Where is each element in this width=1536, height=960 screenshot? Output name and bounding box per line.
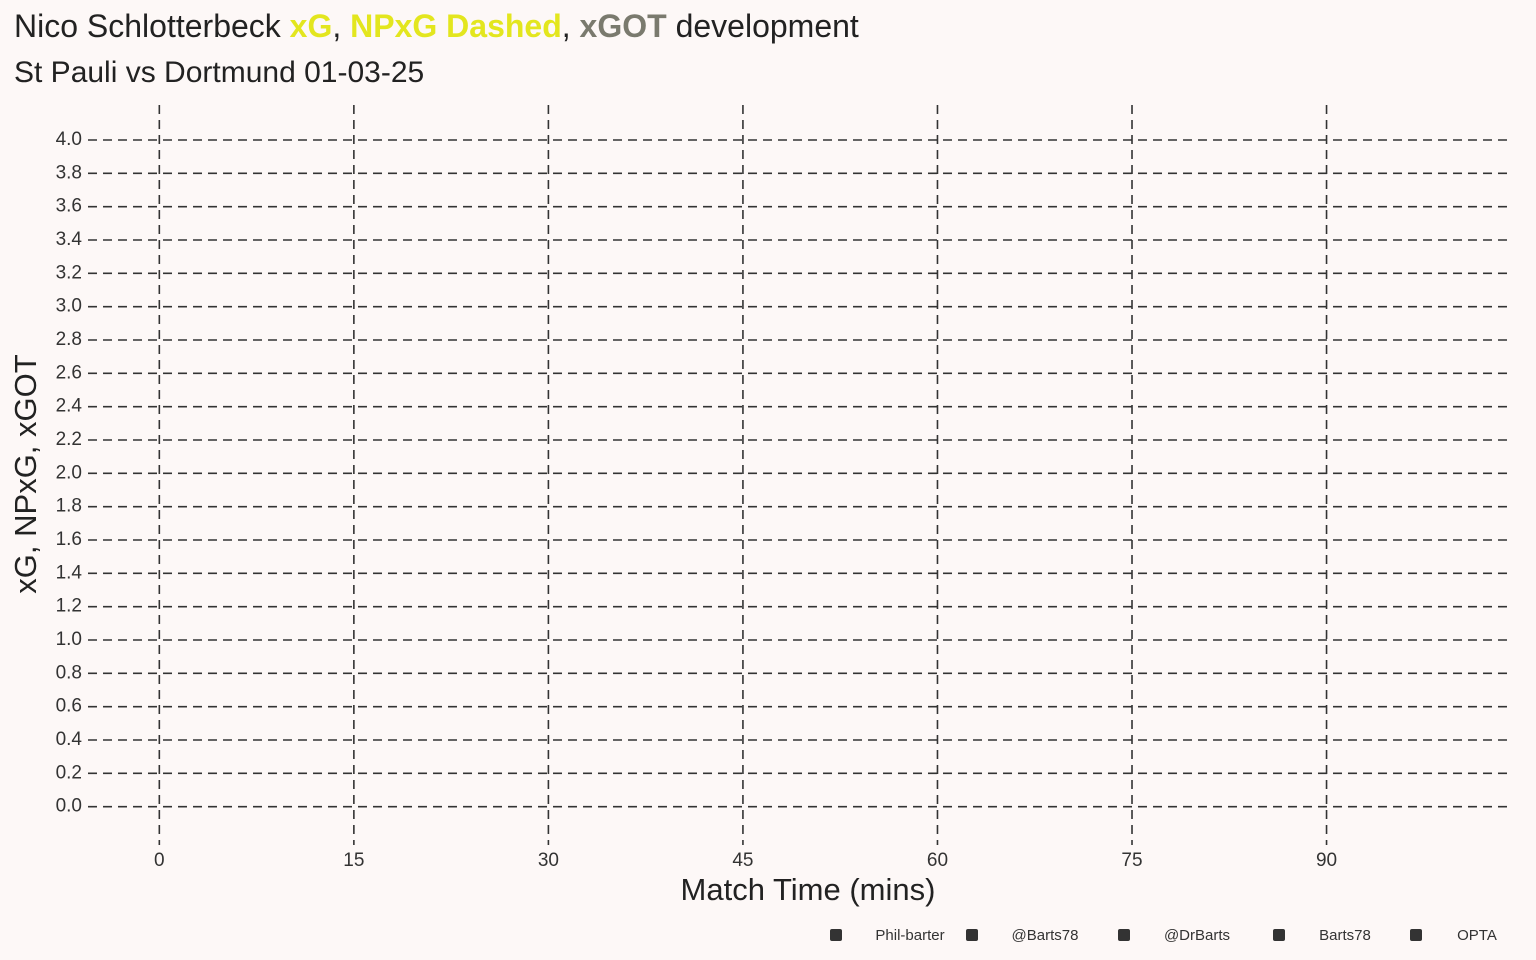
x-tick-label: 60 bbox=[927, 850, 948, 871]
title-part: xGOT bbox=[580, 8, 668, 44]
credit-text: Phil-barter bbox=[875, 927, 944, 944]
credit-icon bbox=[966, 929, 978, 941]
credit-icon bbox=[1410, 929, 1422, 941]
x-axis-label: Match Time (mins) bbox=[681, 872, 936, 907]
chart-title: Nico Schlotterbeck xG, NPxG Dashed, xGOT… bbox=[14, 8, 859, 44]
y-tick-label: 2.2 bbox=[56, 429, 82, 450]
credit-text: @Barts78 bbox=[1012, 927, 1079, 944]
y-tick-label: 2.8 bbox=[56, 329, 82, 350]
title-part: Nico Schlotterbeck bbox=[14, 8, 290, 44]
title-part: development bbox=[667, 8, 859, 44]
chart-subtitle: St Pauli vs Dortmund 01-03-25 bbox=[14, 56, 424, 89]
y-tick-label: 0.8 bbox=[56, 662, 82, 683]
y-tick-label: 1.2 bbox=[56, 596, 82, 617]
y-tick-label: 3.6 bbox=[56, 196, 82, 217]
credit-icon bbox=[830, 929, 842, 941]
credit-icon bbox=[1273, 929, 1285, 941]
credit-text: @DrBarts bbox=[1164, 927, 1230, 944]
x-tick-label: 0 bbox=[154, 850, 165, 871]
y-tick-label: 3.2 bbox=[56, 262, 82, 283]
y-tick-label: 1.6 bbox=[56, 529, 82, 550]
y-tick-label: 2.4 bbox=[56, 396, 83, 417]
title-part: , bbox=[562, 8, 580, 44]
credits: Phil-barter @Barts78 @DrBarts Barts78 OPTA bbox=[830, 927, 1497, 944]
y-tick-label: 1.0 bbox=[56, 629, 82, 650]
y-tick-label: 0.6 bbox=[56, 696, 82, 717]
y-tick-label: 0.0 bbox=[56, 796, 82, 817]
y-tick-label: 3.8 bbox=[56, 162, 82, 183]
y-tick-label: 0.2 bbox=[56, 762, 82, 783]
x-tick-label: 75 bbox=[1121, 850, 1142, 871]
title-part: xG bbox=[290, 8, 333, 44]
x-tick-label: 90 bbox=[1316, 850, 1337, 871]
y-tick-label: 2.0 bbox=[56, 462, 82, 483]
y-tick-label: 1.8 bbox=[56, 496, 82, 517]
title-part: , bbox=[332, 8, 350, 44]
y-axis-label: xG, NPxG, xGOT bbox=[8, 354, 43, 593]
x-tick-label: 30 bbox=[538, 850, 559, 871]
y-tick-label: 2.6 bbox=[56, 362, 82, 383]
credit-text: Barts78 bbox=[1319, 927, 1371, 944]
y-tick-label: 3.0 bbox=[56, 296, 82, 317]
title-part: NPxG Dashed bbox=[350, 8, 562, 44]
x-tick-label: 15 bbox=[343, 850, 364, 871]
y-tick-label: 3.4 bbox=[56, 229, 83, 250]
x-tick-label: 45 bbox=[732, 850, 753, 871]
credit-icon bbox=[1118, 929, 1130, 941]
y-tick-label: 1.4 bbox=[56, 562, 83, 583]
y-tick-label: 0.4 bbox=[56, 729, 83, 750]
credit-text: OPTA bbox=[1457, 927, 1497, 944]
y-tick-label: 4.0 bbox=[56, 129, 82, 150]
